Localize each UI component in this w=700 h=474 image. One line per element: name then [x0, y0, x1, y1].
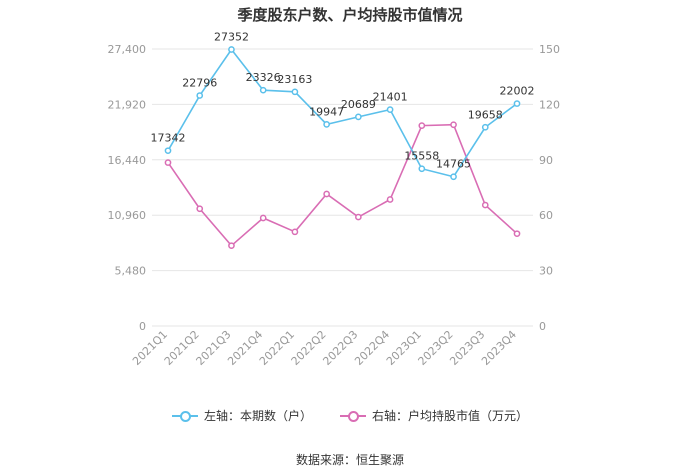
data-label: 15558 — [404, 150, 439, 163]
legend-swatch-left-icon — [171, 410, 198, 422]
series-line-right — [167, 123, 518, 247]
data-label: 22002 — [500, 85, 535, 98]
data-point-right — [450, 121, 457, 129]
chart-title: 季度股东户数、户均持股市值情况 — [237, 6, 463, 24]
y-right-tick-label: 60 — [539, 209, 553, 222]
data-point-right — [291, 228, 299, 236]
legend-label-right: 右轴：户均持股市值（万元） — [372, 409, 529, 423]
legend-item-left[interactable]: 左轴：本期数（户） — [171, 407, 312, 424]
data-point-right — [418, 122, 426, 129]
data-point-right — [513, 230, 521, 238]
data-point-right — [481, 201, 489, 209]
data-label: 27352 — [214, 30, 249, 43]
y-left-tick-label: 5,480 — [115, 265, 147, 278]
data-point-left — [418, 165, 426, 173]
data-point-right — [164, 159, 172, 166]
legend-swatch-right-icon — [340, 410, 366, 422]
y-right-tick-label: 120 — [539, 98, 560, 111]
y-right-tick-label: 0 — [539, 320, 546, 333]
data-point-right — [228, 242, 235, 250]
y-right-tick-label: 150 — [539, 43, 560, 56]
y-left-tick-label: 27,400 — [108, 43, 147, 56]
data-point-left — [450, 173, 457, 181]
y-right-tick-label: 90 — [539, 154, 553, 167]
data-label: 21401 — [373, 91, 408, 104]
y-left-tick-label: 16,440 — [108, 154, 147, 167]
data-point-left — [164, 147, 172, 155]
data-point-right — [196, 205, 204, 213]
data-point-left — [323, 120, 330, 128]
y-right-tick-label: 30 — [539, 265, 553, 278]
data-point-left — [291, 88, 299, 96]
y-left-tick-label: 21,920 — [108, 98, 147, 111]
data-point-left — [481, 123, 489, 131]
data-label: 20689 — [341, 98, 376, 111]
data-point-left — [355, 113, 362, 121]
data-source: 数据来源：恒生聚源 — [295, 453, 404, 467]
legend-item-right[interactable]: 右轴：户均持股市值（万元） — [340, 407, 528, 424]
data-point-left — [513, 100, 521, 107]
y-left-tick-label: 10,960 — [108, 209, 147, 222]
data-point-right — [355, 213, 362, 221]
data-point-left — [259, 86, 267, 94]
data-label: 23326 — [246, 71, 281, 84]
legend: 左轴：本期数（户） 右轴：户均持股市值（万元） — [0, 407, 700, 424]
data-point-left — [228, 46, 235, 53]
y-left-tick-label: 0 — [139, 320, 146, 333]
x-tick-label: 2023Q4 — [479, 328, 519, 368]
data-label: 22796 — [182, 77, 217, 90]
data-point-right — [323, 190, 330, 198]
data-label: 19947 — [309, 105, 344, 118]
data-point-left — [386, 106, 394, 113]
legend-label-left: 左轴：本期数（户） — [203, 409, 312, 423]
data-label: 17342 — [151, 132, 186, 145]
data-label: 14765 — [436, 158, 471, 171]
data-point-left — [196, 92, 204, 99]
data-label: 23163 — [277, 73, 312, 86]
data-point-right — [259, 214, 267, 222]
series-line-left — [167, 48, 518, 178]
data-point-right — [386, 196, 394, 203]
data-label: 19658 — [468, 108, 503, 121]
